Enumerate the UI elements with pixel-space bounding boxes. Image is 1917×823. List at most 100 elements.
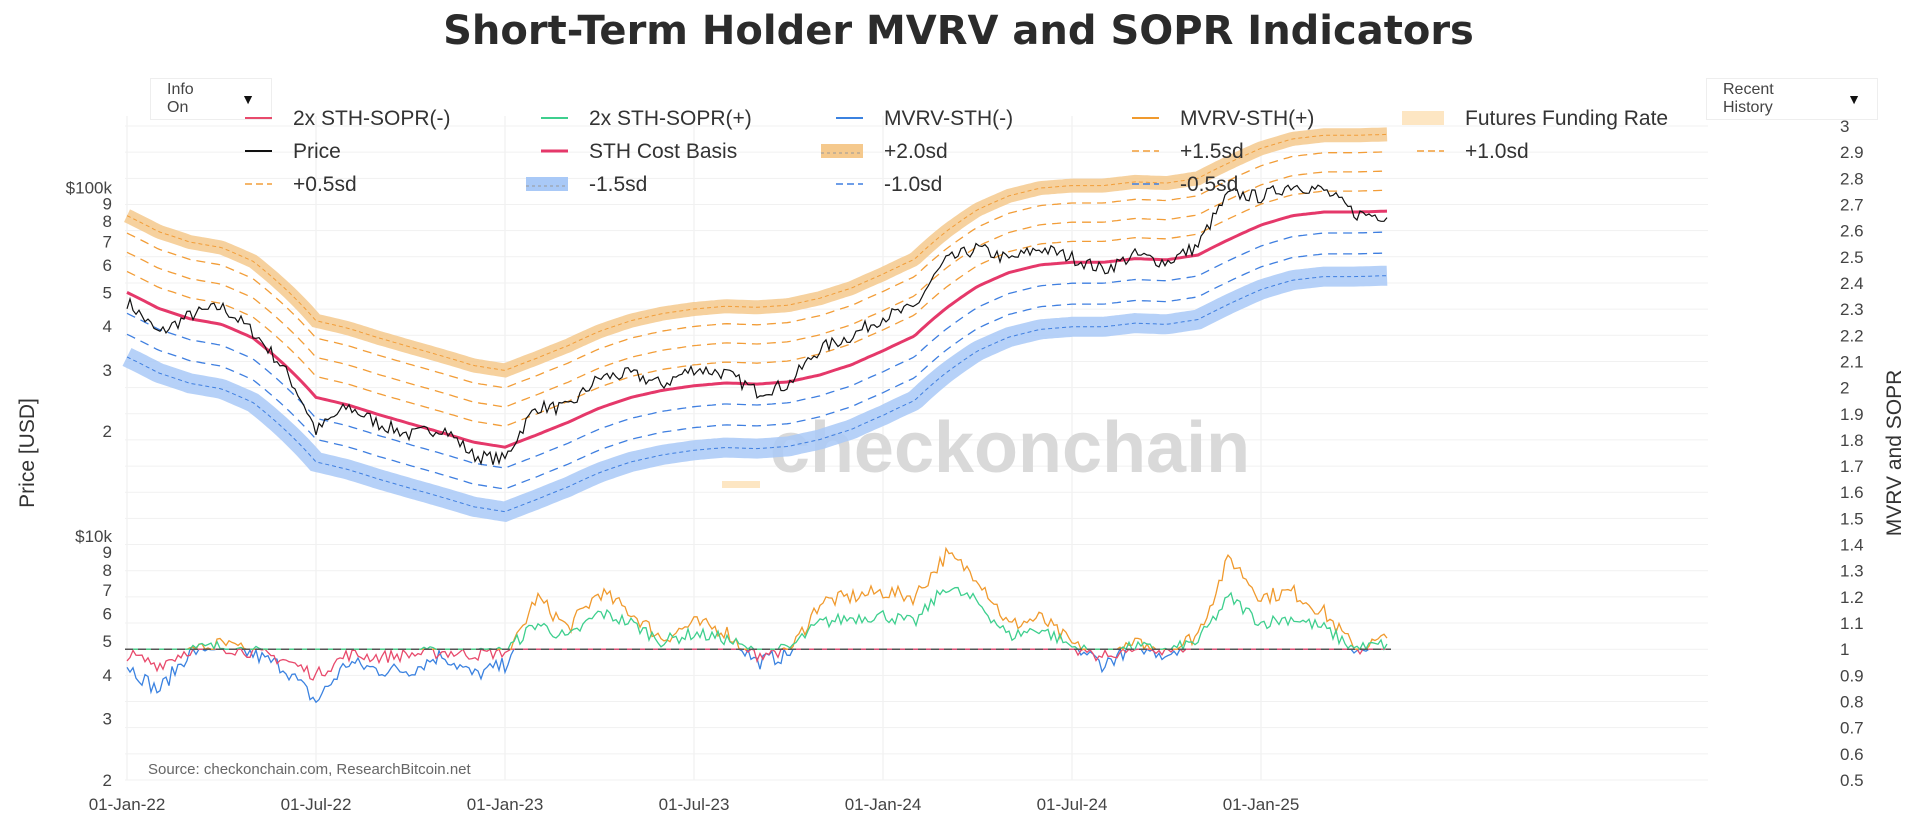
history-range-dropdown[interactable]: Recent History ▼ xyxy=(1706,78,1878,120)
y-right-tick-label: 2.8 xyxy=(1840,169,1864,188)
x-tick-label: 01-Jul-22 xyxy=(281,795,352,814)
legend-swatch xyxy=(1402,111,1444,125)
y-left-tick-label: 7 xyxy=(103,581,112,600)
sopr-mvrv-series xyxy=(125,546,1391,704)
legend-label: -1.0sd xyxy=(884,173,942,196)
y-left-axis-title: Price [USD] xyxy=(16,398,39,508)
legend-item-m05: -0.5sd xyxy=(1132,173,1238,196)
x-tick-label: 01-Jul-23 xyxy=(659,795,730,814)
chart-title: Short-Term Holder MVRV and SOPR Indicato… xyxy=(443,8,1474,54)
y-right-tick-label: 1.5 xyxy=(1840,509,1864,528)
mvrv-sth-neg-line xyxy=(126,647,1387,704)
legend-item-mvrv_neg: MVRV-STH(-) xyxy=(836,107,1013,130)
y-left-tick-label: 4 xyxy=(103,317,112,336)
legend-item-cost_basis: STH Cost Basis xyxy=(541,140,737,163)
y-right-tick-label: 1 xyxy=(1840,640,1849,659)
legend-item-sopr_neg: 2x STH-SOPR(-) xyxy=(245,107,451,130)
price-line xyxy=(126,184,1388,466)
watermark-accent xyxy=(722,481,760,488)
band-p15 xyxy=(126,151,1387,389)
y-right-tick-label: 1.8 xyxy=(1840,431,1864,450)
y-left-tick-label: 6 xyxy=(103,605,112,624)
y-right-tick-label: 2.9 xyxy=(1840,143,1864,162)
legend-swatch xyxy=(821,144,863,158)
watermark-text: checkonchain xyxy=(770,408,1250,488)
y-left-tick-label: $100k xyxy=(66,178,113,197)
y-left-tick-label: 5 xyxy=(103,283,112,302)
sth-cost-basis-line xyxy=(126,209,1388,449)
y-left-tick-label: 5 xyxy=(103,632,112,651)
chart-grid xyxy=(125,116,1708,781)
legend-label: STH Cost Basis xyxy=(589,140,737,163)
x-tick-label: 01-Jan-23 xyxy=(467,795,544,814)
legend: 2x STH-SOPR(-) 2x STH-SOPR(+) MVRV-STH(-) M… xyxy=(245,107,1668,196)
legend-label: -0.5sd xyxy=(1180,173,1238,196)
y-left-tick-label: 4 xyxy=(103,666,112,685)
x-tick-label: 01-Jan-24 xyxy=(845,795,922,814)
y-right-tick-label: 1.6 xyxy=(1840,483,1864,502)
legend-item-p05: +0.5sd xyxy=(245,173,357,196)
band-m05 xyxy=(126,231,1388,469)
y-right-tick-label: 3 xyxy=(1840,117,1849,136)
y-left-tick-label: 8 xyxy=(103,561,112,580)
legend-label: Futures Funding Rate xyxy=(1465,107,1668,130)
y-right-tick-label: 0.9 xyxy=(1840,666,1864,685)
y-right-tick-label: 0.5 xyxy=(1840,771,1864,790)
y-right-tick-label: 2.3 xyxy=(1840,300,1864,319)
info-toggle-dropdown[interactable]: Info On ▼ xyxy=(150,78,272,120)
y-right-tick-label: 1.1 xyxy=(1840,614,1864,633)
x-tick-label: 01-Jul-24 xyxy=(1037,795,1108,814)
y-right-tick-label: 2.6 xyxy=(1840,222,1864,241)
y-right-tick-label: 1.4 xyxy=(1840,536,1864,555)
y-left-tick-label: 2 xyxy=(103,771,112,790)
legend-item-p15: +1.5sd xyxy=(1132,140,1244,163)
legend-label: -1.5sd xyxy=(589,173,647,196)
legend-item-p20: +2.0sd xyxy=(821,140,948,163)
info-toggle-label: Info On xyxy=(167,81,194,116)
x-tick-label: 01-Jan-25 xyxy=(1223,795,1300,814)
y-left-tick-label: 6 xyxy=(103,256,112,275)
band-m10 xyxy=(126,252,1388,490)
y-right-tick-label: 0.6 xyxy=(1840,745,1864,764)
legend-label: +1.5sd xyxy=(1180,140,1244,163)
band-p05 xyxy=(126,189,1388,427)
y-left-tick-label: 9 xyxy=(103,543,112,562)
legend-item-price: Price xyxy=(245,140,341,163)
legend-item-sopr_pos: 2x STH-SOPR(+) xyxy=(541,107,752,130)
y-right-tick-label: 0.7 xyxy=(1840,719,1864,738)
y-right-tick-label: 2.4 xyxy=(1840,274,1864,293)
y-right-tick-label: 2.7 xyxy=(1840,195,1864,214)
y-right-tick-label: 2 xyxy=(1840,379,1849,398)
y-right-tick-label: 1.3 xyxy=(1840,562,1864,581)
y-right-tick-label: 1.9 xyxy=(1840,405,1864,424)
y-right-tick-label: 0.8 xyxy=(1840,693,1864,712)
legend-label: MVRV-STH(+) xyxy=(1180,107,1314,130)
legend-label: 2x STH-SOPR(-) xyxy=(293,107,451,130)
y-right-tick-label: 2.1 xyxy=(1840,352,1864,371)
y-right-axis-title: MVRV and SOPR xyxy=(1883,370,1906,537)
y-right-tick-label: 2.5 xyxy=(1840,248,1864,267)
band-p10 xyxy=(126,170,1388,408)
dropdown-arrow-icon: ▼ xyxy=(241,91,255,107)
y-left-tick-label: 3 xyxy=(103,361,112,380)
legend-item-m15: -1.5sd xyxy=(526,173,647,196)
y-right-tick-label: 1.2 xyxy=(1840,588,1864,607)
y-left-tick-label: 3 xyxy=(103,710,112,729)
y-left-tick-label: 8 xyxy=(103,212,112,231)
y-left-tick-label: 9 xyxy=(103,194,112,213)
legend-item-mvrv_pos: MVRV-STH(+) xyxy=(1132,107,1314,130)
legend-label: Price xyxy=(293,140,341,163)
y-left-tick-label: $10k xyxy=(75,527,112,546)
band-minus-1-5sd-edge xyxy=(126,275,1388,513)
y-left-tick-label: 2 xyxy=(103,422,112,441)
legend-label: +0.5sd xyxy=(293,173,357,196)
band-plus-2sd-edge xyxy=(126,133,1388,371)
legend-item-m10: -1.0sd xyxy=(836,173,942,196)
legend-label: MVRV-STH(-) xyxy=(884,107,1013,130)
source-note: Source: checkonchain.com, ResearchBitcoi… xyxy=(148,761,472,778)
legend-label: +2.0sd xyxy=(884,140,948,163)
legend-label: 2x STH-SOPR(+) xyxy=(589,107,752,130)
legend-item-funding: Futures Funding Rate xyxy=(1402,107,1668,130)
legend-label: +1.0sd xyxy=(1465,140,1529,163)
